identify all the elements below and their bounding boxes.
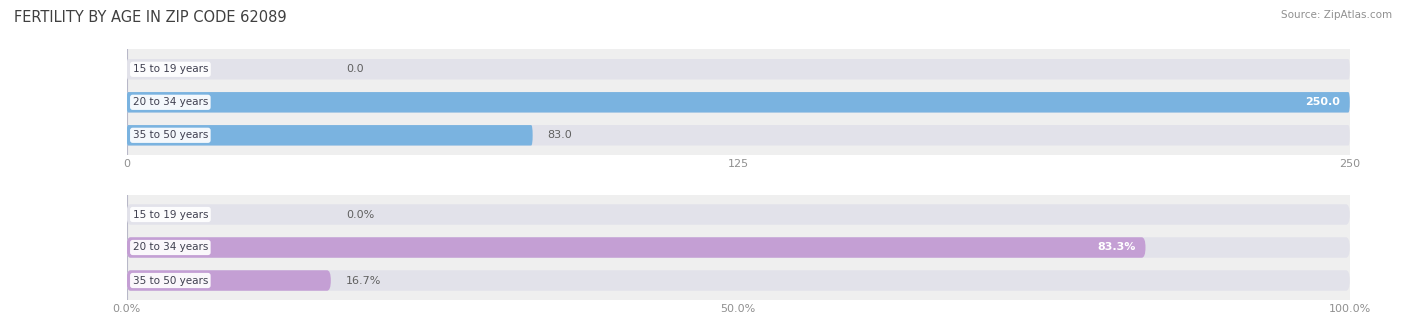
Text: FERTILITY BY AGE IN ZIP CODE 62089: FERTILITY BY AGE IN ZIP CODE 62089 [14,10,287,25]
Text: 20 to 34 years: 20 to 34 years [132,243,208,252]
Text: 83.0: 83.0 [547,130,572,140]
FancyBboxPatch shape [127,92,1350,113]
Text: 15 to 19 years: 15 to 19 years [132,210,208,219]
Text: 83.3%: 83.3% [1097,243,1136,252]
FancyBboxPatch shape [127,92,1350,113]
Text: 35 to 50 years: 35 to 50 years [132,276,208,285]
Text: Source: ZipAtlas.com: Source: ZipAtlas.com [1281,10,1392,20]
FancyBboxPatch shape [127,270,330,291]
FancyBboxPatch shape [127,204,1350,225]
Text: 0.0: 0.0 [347,64,364,74]
FancyBboxPatch shape [127,237,1146,258]
Text: 16.7%: 16.7% [346,276,381,285]
FancyBboxPatch shape [127,270,1350,291]
FancyBboxPatch shape [127,59,1350,80]
FancyBboxPatch shape [127,125,1350,146]
Text: 0.0%: 0.0% [347,210,375,219]
FancyBboxPatch shape [127,237,1350,258]
Text: 15 to 19 years: 15 to 19 years [132,64,208,74]
Text: 35 to 50 years: 35 to 50 years [132,130,208,140]
Text: 20 to 34 years: 20 to 34 years [132,97,208,107]
Text: 250.0: 250.0 [1305,97,1340,107]
FancyBboxPatch shape [127,125,533,146]
